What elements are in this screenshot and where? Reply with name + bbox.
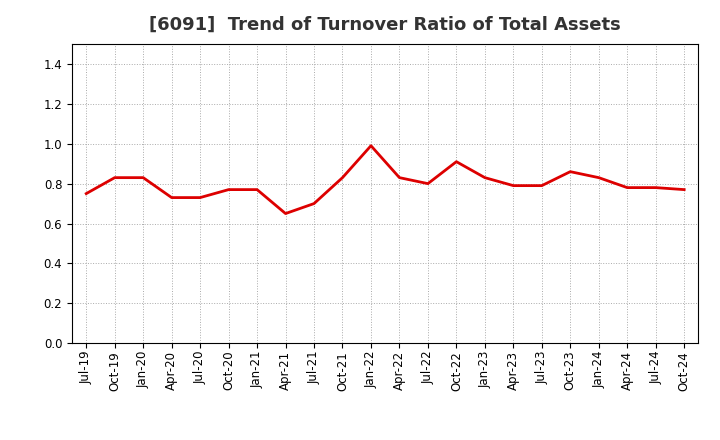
Title: [6091]  Trend of Turnover Ratio of Total Assets: [6091] Trend of Turnover Ratio of Total … xyxy=(149,16,621,34)
